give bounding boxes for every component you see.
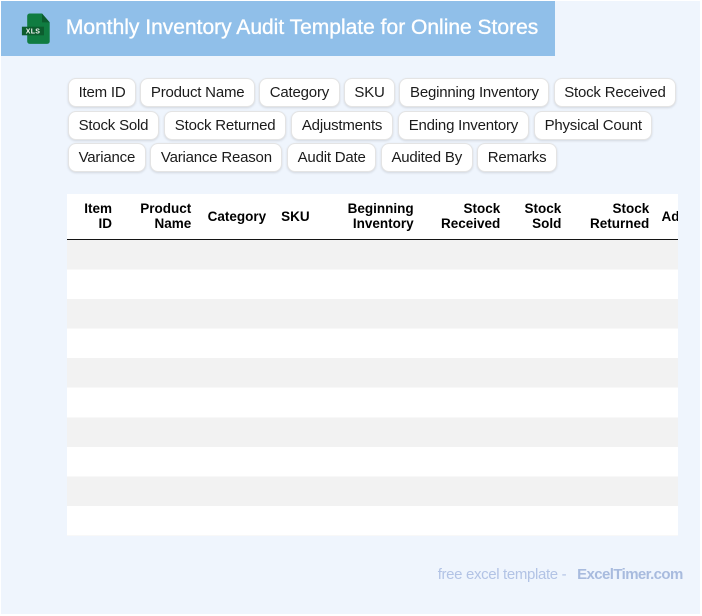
svg-text:XLS: XLS [26,29,41,36]
